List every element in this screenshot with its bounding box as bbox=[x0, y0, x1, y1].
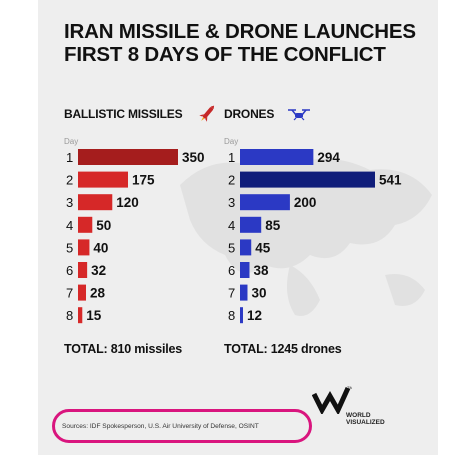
drones-bar bbox=[240, 216, 262, 233]
missiles-bar bbox=[78, 284, 86, 301]
logo-text: WORLD VISUALIZED bbox=[346, 412, 385, 426]
missiles-value-label: 350 bbox=[182, 150, 205, 165]
missiles-day-tick-label: 2 bbox=[66, 173, 73, 188]
drones-day-tick-label: 1 bbox=[228, 150, 235, 165]
chart-title: IRAN MISSILE & DRONE LAUNCHES FIRST 8 DA… bbox=[64, 20, 444, 66]
missiles-bar bbox=[78, 239, 90, 256]
sources-text: Sources: IDF Spokesperson, U.S. Air Univ… bbox=[62, 423, 259, 430]
drones-bar bbox=[240, 171, 375, 188]
missiles-bar bbox=[78, 149, 178, 165]
missiles-day-axis-label: Day bbox=[64, 137, 79, 146]
drones-value-label: 30 bbox=[251, 286, 266, 301]
missiles-title: BALLISTIC MISSILES bbox=[64, 107, 183, 121]
missiles-value-label: 120 bbox=[116, 195, 139, 210]
missiles-day-tick-label: 6 bbox=[66, 263, 73, 278]
missiles-bar bbox=[78, 307, 83, 324]
drones-value-label: 200 bbox=[294, 195, 317, 210]
drones-bar bbox=[240, 149, 314, 165]
drones-day-tick-label: 6 bbox=[228, 263, 235, 278]
title-line-1: IRAN MISSILE & DRONE LAUNCHES bbox=[64, 20, 416, 43]
drones-value-label: 541 bbox=[379, 173, 402, 188]
missiles-value-label: 32 bbox=[91, 263, 106, 278]
drones-bar bbox=[240, 307, 243, 324]
drones-day-axis-label: Day bbox=[224, 137, 239, 146]
missiles-bar bbox=[78, 262, 88, 278]
drones-value-label: 12 bbox=[247, 308, 262, 323]
missiles-value-label: 50 bbox=[96, 218, 111, 233]
drones-bar bbox=[240, 239, 252, 256]
drones-day-tick-label: 2 bbox=[228, 173, 235, 188]
drones-bar bbox=[240, 262, 250, 278]
missile-icon bbox=[199, 105, 215, 122]
drones-day-tick-label: 4 bbox=[228, 218, 235, 233]
drones-bar bbox=[240, 194, 290, 211]
drones-value-label: 38 bbox=[253, 263, 269, 278]
drones-total: TOTAL: 1245 drones bbox=[224, 342, 342, 356]
drones-value-label: 294 bbox=[317, 150, 340, 165]
missiles-header: BALLISTIC MISSILES bbox=[64, 107, 183, 121]
infographic-card bbox=[38, 0, 438, 455]
logo-line-1: WORLD bbox=[346, 412, 371, 419]
drones-bar bbox=[240, 284, 248, 301]
missiles-bar bbox=[78, 216, 93, 233]
missiles-value-label: 28 bbox=[90, 286, 106, 301]
missiles-value-label: 15 bbox=[86, 308, 102, 323]
drone-icon bbox=[288, 109, 310, 121]
drones-day-tick-label: 8 bbox=[228, 308, 235, 323]
world-visualized-logo: TM bbox=[312, 385, 352, 414]
drones-value-label: 45 bbox=[255, 240, 271, 255]
missiles-day-tick-label: 3 bbox=[66, 195, 73, 210]
missiles-value-label: 40 bbox=[93, 240, 108, 255]
drones-day-tick-label: 3 bbox=[228, 195, 235, 210]
missiles-total: TOTAL: 810 missiles bbox=[64, 342, 183, 356]
logo-line-2: VISUALIZED bbox=[346, 419, 385, 426]
sources-highlight-ellipse bbox=[52, 409, 312, 443]
missiles-day-tick-label: 7 bbox=[66, 286, 73, 301]
drones-value-label: 85 bbox=[265, 218, 281, 233]
missiles-day-tick-label: 4 bbox=[66, 218, 73, 233]
svg-text:TM: TM bbox=[347, 385, 352, 390]
missiles-day-tick-label: 5 bbox=[66, 240, 73, 255]
missiles-day-tick-label: 8 bbox=[66, 308, 73, 323]
missiles-day-tick-label: 1 bbox=[66, 150, 73, 165]
drones-day-tick-label: 7 bbox=[228, 286, 235, 301]
missiles-bar bbox=[78, 194, 113, 211]
drones-day-tick-label: 5 bbox=[228, 240, 235, 255]
drones-header: DRONES bbox=[224, 107, 274, 121]
missiles-value-label: 175 bbox=[132, 173, 155, 188]
title-line-2: FIRST 8 DAYS OF THE CONFLICT bbox=[64, 43, 386, 66]
missiles-bar bbox=[78, 171, 128, 188]
drones-title: DRONES bbox=[224, 107, 275, 121]
